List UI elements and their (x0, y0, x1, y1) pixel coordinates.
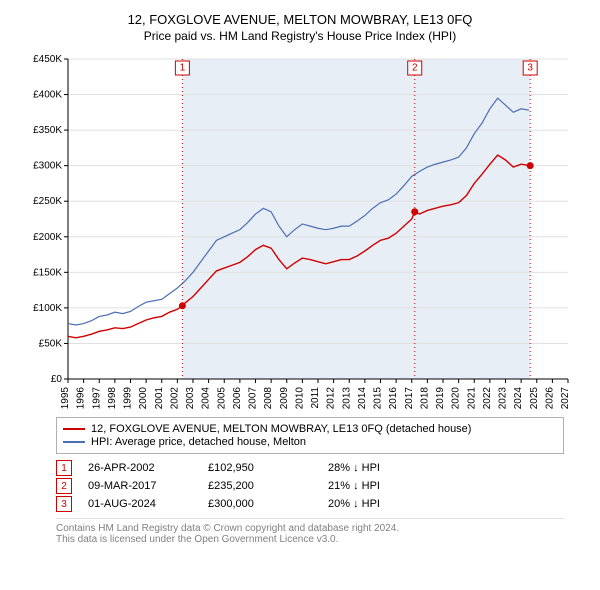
svg-text:2013: 2013 (341, 387, 352, 409)
svg-text:2018: 2018 (419, 387, 430, 409)
svg-text:3: 3 (527, 63, 533, 74)
legend-swatch-price-paid (63, 428, 85, 430)
svg-text:2003: 2003 (185, 387, 196, 409)
sale-marker-icon: 2 (56, 478, 72, 494)
svg-text:2023: 2023 (498, 387, 509, 409)
svg-text:2014: 2014 (357, 387, 368, 409)
svg-text:2017: 2017 (404, 387, 415, 409)
svg-text:2002: 2002 (169, 387, 180, 409)
title-line-2: Price paid vs. HM Land Registry's House … (8, 29, 592, 43)
svg-text:2006: 2006 (232, 387, 243, 409)
sale-diff: 21% ↓ HPI (328, 480, 448, 492)
footer-line-2: This data is licensed under the Open Gov… (56, 534, 564, 545)
svg-text:2009: 2009 (279, 387, 290, 409)
sale-price: £300,000 (208, 498, 328, 510)
svg-text:1996: 1996 (76, 387, 87, 409)
svg-text:2001: 2001 (154, 387, 165, 409)
sale-price: £102,950 (208, 462, 328, 474)
sale-date: 01-AUG-2024 (88, 498, 208, 510)
svg-text:£300K: £300K (33, 161, 62, 172)
svg-text:2026: 2026 (544, 387, 555, 409)
svg-text:2021: 2021 (466, 387, 477, 409)
legend-label-price-paid: 12, FOXGLOVE AVENUE, MELTON MOWBRAY, LE1… (91, 423, 471, 435)
svg-text:2000: 2000 (138, 387, 149, 409)
sale-marker-icon: 1 (56, 460, 72, 476)
sale-date: 09-MAR-2017 (88, 480, 208, 492)
footer: Contains HM Land Registry data © Crown c… (56, 518, 564, 545)
titles: 12, FOXGLOVE AVENUE, MELTON MOWBRAY, LE1… (8, 12, 592, 43)
legend: 12, FOXGLOVE AVENUE, MELTON MOWBRAY, LE1… (56, 417, 564, 454)
svg-text:£100K: £100K (33, 303, 62, 314)
line-chart-svg: £0 £50K £100K £150K £200K £250K £300K £350K £400… (20, 49, 580, 409)
svg-text:£200K: £200K (33, 232, 62, 243)
legend-row-price-paid: 12, FOXGLOVE AVENUE, MELTON MOWBRAY, LE1… (63, 423, 557, 435)
chart-container: 12, FOXGLOVE AVENUE, MELTON MOWBRAY, LE1… (0, 0, 600, 557)
legend-swatch-hpi (63, 441, 85, 443)
sale-row: 1 26-APR-2002£102,95028% ↓ HPI (56, 460, 564, 476)
svg-text:2016: 2016 (388, 387, 399, 409)
svg-text:£400K: £400K (33, 90, 62, 101)
svg-text:2025: 2025 (529, 387, 540, 409)
svg-text:£50K: £50K (39, 338, 63, 349)
svg-text:£350K: £350K (33, 125, 62, 136)
svg-text:2027: 2027 (560, 387, 571, 409)
svg-text:1: 1 (180, 63, 186, 74)
svg-text:1999: 1999 (123, 387, 134, 409)
svg-text:1998: 1998 (107, 387, 118, 409)
sale-row: 3 01-AUG-2024£300,00020% ↓ HPI (56, 496, 564, 512)
sales-table: 1 26-APR-2002£102,95028% ↓ HPI 2 09-MAR-201… (56, 460, 564, 512)
svg-text:2015: 2015 (373, 387, 384, 409)
svg-text:2008: 2008 (263, 387, 274, 409)
svg-text:1997: 1997 (91, 387, 102, 409)
svg-text:£450K: £450K (33, 54, 62, 65)
sale-date: 26-APR-2002 (88, 462, 208, 474)
svg-text:£0: £0 (51, 374, 63, 385)
svg-text:2022: 2022 (482, 387, 493, 409)
svg-text:2004: 2004 (201, 387, 212, 409)
title-line-1: 12, FOXGLOVE AVENUE, MELTON MOWBRAY, LE1… (8, 12, 592, 27)
sale-diff: 28% ↓ HPI (328, 462, 448, 474)
sale-marker-icon: 3 (56, 496, 72, 512)
footer-line-1: Contains HM Land Registry data © Crown c… (56, 523, 564, 534)
svg-text:2020: 2020 (451, 387, 462, 409)
svg-text:2010: 2010 (294, 387, 305, 409)
sale-price: £235,200 (208, 480, 328, 492)
svg-text:2: 2 (412, 63, 418, 74)
svg-text:2011: 2011 (310, 387, 321, 409)
legend-row-hpi: HPI: Average price, detached house, Melt… (63, 436, 557, 448)
chart-area: £0 £50K £100K £150K £200K £250K £300K £350K £400… (20, 49, 580, 409)
svg-text:2019: 2019 (435, 387, 446, 409)
legend-label-hpi: HPI: Average price, detached house, Melt… (91, 436, 306, 448)
sale-row: 2 09-MAR-2017£235,20021% ↓ HPI (56, 478, 564, 494)
svg-text:2007: 2007 (248, 387, 259, 409)
svg-text:£150K: £150K (33, 267, 62, 278)
svg-text:£250K: £250K (33, 196, 62, 207)
sale-diff: 20% ↓ HPI (328, 498, 448, 510)
svg-text:2012: 2012 (326, 387, 337, 409)
svg-text:2024: 2024 (513, 387, 524, 409)
svg-text:2005: 2005 (216, 387, 227, 409)
svg-text:1995: 1995 (60, 387, 71, 409)
